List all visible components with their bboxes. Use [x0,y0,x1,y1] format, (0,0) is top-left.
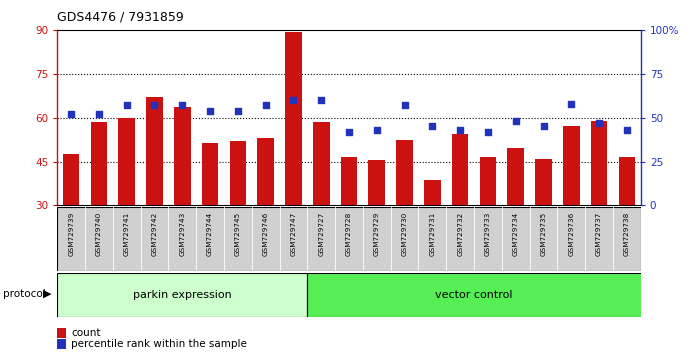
Text: GSM729730: GSM729730 [401,212,408,256]
Text: GSM729740: GSM729740 [96,212,102,256]
Text: GSM729737: GSM729737 [596,212,602,256]
Text: GSM729745: GSM729745 [235,212,241,256]
Text: GSM729735: GSM729735 [540,212,547,256]
Text: GSM729746: GSM729746 [262,212,269,256]
Bar [285,32,302,205]
Text: GSM729732: GSM729732 [457,212,463,256]
Bar [480,157,496,205]
Bar [563,126,579,205]
Text: ▶: ▶ [43,289,52,299]
Text: protocol: protocol [3,289,45,299]
Text: GSM729747: GSM729747 [290,212,297,256]
Bar [591,121,607,205]
Point [538,124,549,129]
Text: GSM729727: GSM729727 [318,212,324,256]
Point [232,108,244,114]
Point [149,103,160,108]
Bar [535,159,552,205]
Point [621,127,632,133]
Bar [313,122,329,205]
Text: vector control: vector control [436,290,513,300]
Text: GSM729736: GSM729736 [568,212,574,256]
Point [205,108,216,114]
Text: parkin expression: parkin expression [133,290,232,300]
Bar [452,134,468,205]
Point [593,120,604,126]
Bar [202,143,218,205]
Text: GSM729743: GSM729743 [179,212,185,256]
Bar [63,154,80,205]
Text: GSM729738: GSM729738 [624,212,630,256]
Bar [146,97,163,205]
Text: percentile rank within the sample: percentile rank within the sample [71,339,247,349]
Point [177,103,188,108]
Text: GSM729741: GSM729741 [124,212,130,256]
Bar [57,273,307,317]
Text: GSM729731: GSM729731 [429,212,436,256]
Text: GSM729733: GSM729733 [485,212,491,256]
Text: count: count [71,328,101,338]
Text: GSM729742: GSM729742 [151,212,158,256]
Bar [424,181,440,205]
Point [260,103,272,108]
Point [94,112,105,117]
Bar [618,157,635,205]
Point [315,97,327,103]
Bar [369,160,385,205]
Bar [396,139,413,205]
Bar [119,118,135,205]
Point [454,127,466,133]
Point [343,129,355,135]
Text: GSM729728: GSM729728 [346,212,352,256]
Bar [91,122,107,205]
Point [399,103,410,108]
Point [482,129,493,135]
Text: GDS4476 / 7931859: GDS4476 / 7931859 [57,11,184,24]
Point [66,112,77,117]
Point [371,127,383,133]
Bar [507,148,524,205]
Point [565,101,577,107]
Point [510,118,521,124]
Text: GSM729734: GSM729734 [513,212,519,256]
Bar [307,273,655,317]
Bar [341,157,357,205]
Bar [258,138,274,205]
Bar [174,108,191,205]
Text: GSM729729: GSM729729 [374,212,380,256]
Point [288,97,299,103]
Point [121,103,133,108]
Bar [230,141,246,205]
Text: GSM729739: GSM729739 [68,212,74,256]
Point [426,124,438,129]
Text: GSM729744: GSM729744 [207,212,213,256]
